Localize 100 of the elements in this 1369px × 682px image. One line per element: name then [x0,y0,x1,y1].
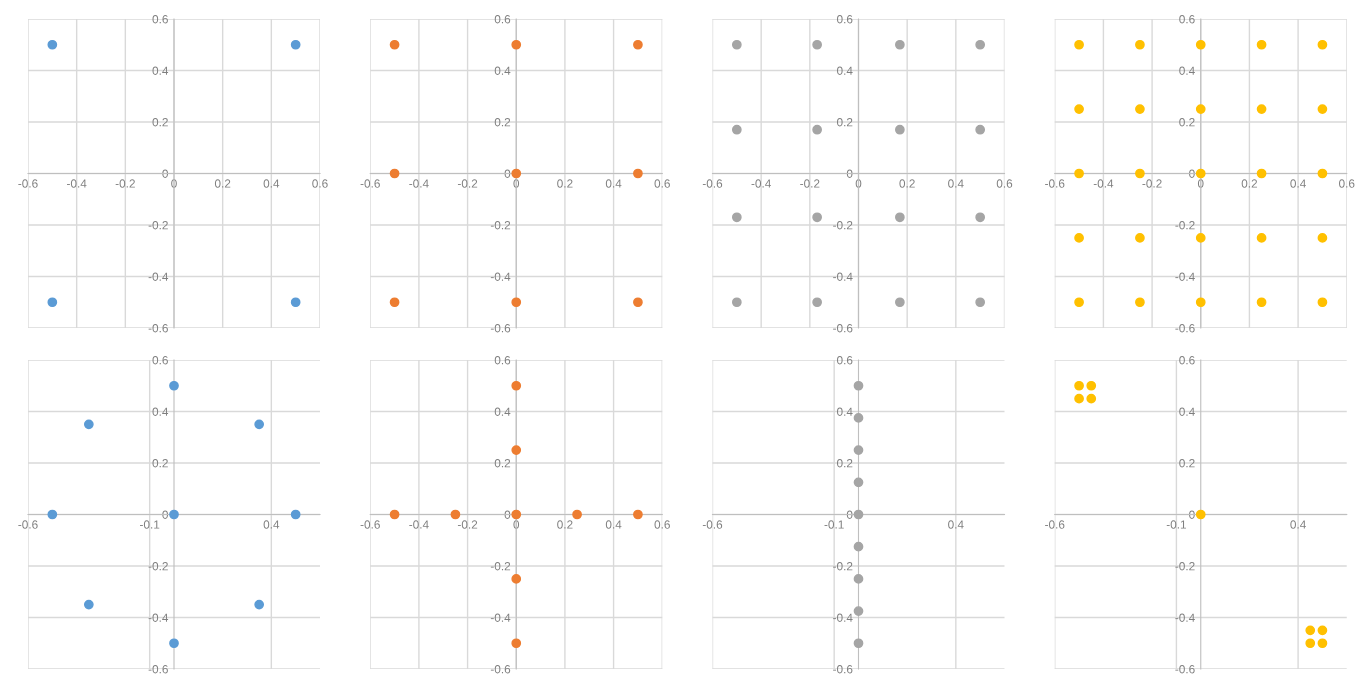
y-tick-label: -0.4 [833,272,853,281]
y-tick-label: 0.4 [837,407,853,416]
point [895,124,905,135]
y-tick-label: -0.6 [490,665,511,674]
y-tick-label: -0.4 [833,613,853,622]
point [853,574,864,584]
x-tick-label: 0.2 [1241,179,1258,188]
point [169,380,179,391]
x-tick-label: 0 [171,179,177,188]
point [975,297,986,308]
y-tick-label: 0.4 [152,407,169,416]
point [511,445,522,455]
point [1074,168,1084,179]
x-tick-label: -0.2 [457,520,478,529]
x-tick-label: 0 [513,520,520,529]
y-tick-label: -0.4 [1175,613,1195,622]
x-tick-label: 0.2 [899,179,915,188]
x-tick-label: -0.6 [1045,520,1065,529]
point [1074,393,1084,404]
y-tick-label: 0.6 [837,356,853,365]
point [1256,104,1267,114]
point [812,124,822,135]
x-tick-label: -0.4 [1093,179,1114,188]
y-tick-label: 0.6 [837,15,853,24]
point [853,541,864,552]
y-tick-label: 0.2 [1179,459,1195,468]
point [731,212,742,223]
point [1086,393,1097,404]
x-tick-label: -0.6 [18,179,38,188]
y-tick-label: 0.6 [1179,15,1195,24]
point [633,509,643,520]
x-tick-label: 0.4 [1290,520,1306,529]
point [853,445,864,455]
point [1317,638,1328,649]
x-tick-label: -0.2 [457,179,478,188]
point [1135,39,1145,50]
point [812,297,822,308]
y-tick-label: -0.2 [490,221,511,230]
point [290,509,301,520]
y-tick-label: -0.2 [833,221,853,230]
x-tick-label: -0.2 [115,179,135,188]
point [1135,297,1145,308]
point [1074,297,1084,308]
y-tick-label: 0.2 [837,118,853,127]
y-tick-label: -0.2 [833,562,853,571]
point [1195,104,1206,114]
x-tick-label: -0.6 [18,520,38,529]
point [1135,104,1145,114]
y-tick-label: -0.6 [833,665,853,674]
point [853,606,864,616]
point [853,413,864,423]
point [450,509,461,520]
point [1195,509,1206,520]
x-tick-label: -0.4 [751,179,771,188]
y-tick-label: -0.4 [490,613,511,622]
x-tick-label: -0.2 [800,179,820,188]
y-tick-label: -0.6 [148,665,168,674]
y-tick-label: 0.6 [494,356,511,365]
y-tick-label: -0.4 [148,613,169,622]
point [731,124,742,135]
x-tick-label: -0.1 [140,520,160,529]
x-tick-label: -0.6 [360,520,380,529]
point [511,638,522,649]
point [1317,297,1328,308]
y-tick-label: 0.4 [1179,66,1195,75]
point [853,638,864,649]
x-tick-label: -0.6 [1045,179,1065,188]
point [853,477,864,488]
y-tick-label: 0.4 [494,66,511,75]
x-tick-label: 0.6 [654,520,670,529]
point [812,212,822,223]
point [1195,233,1206,243]
point [1195,39,1206,50]
point [389,168,400,179]
point [1074,39,1084,50]
x-tick-label: 0.6 [996,179,1013,188]
point [1317,39,1328,50]
point [511,39,522,50]
x-tick-label: 0 [1197,179,1204,188]
y-tick-label: 0.6 [494,15,511,24]
y-tick-label: 0.2 [837,459,853,468]
x-tick-label: 0.6 [654,179,670,188]
y-tick-label: -0.4 [148,272,169,281]
y-tick-label: 0.2 [1179,118,1195,127]
y-tick-label: 0.6 [152,15,168,24]
point [731,297,742,308]
point [389,509,400,520]
x-tick-label: 0 [513,179,520,188]
x-tick-label: -0.6 [360,179,380,188]
point [633,39,643,50]
point [975,212,986,223]
x-tick-label: 0.4 [948,520,964,529]
x-tick-label: 0.6 [312,179,328,188]
point [1086,380,1097,391]
point [1317,233,1328,243]
y-tick-label: -0.2 [148,221,168,230]
point [895,39,905,50]
y-tick-label: -0.6 [148,324,168,333]
y-tick-label: 0.2 [152,118,168,127]
point [1074,104,1084,114]
